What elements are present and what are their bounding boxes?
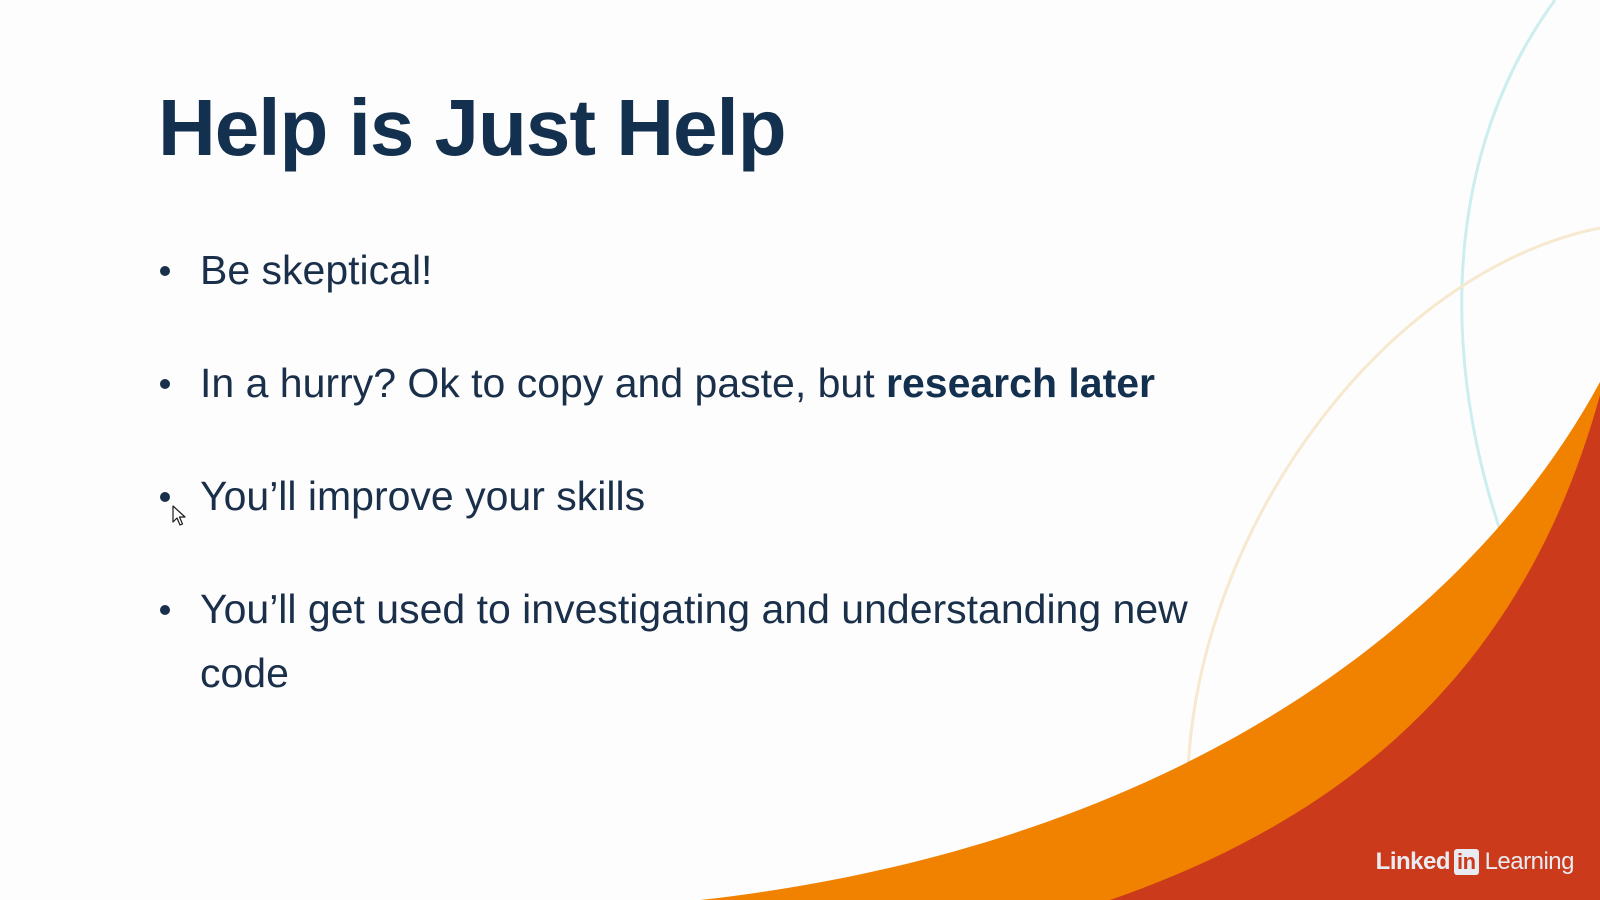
slide-title: Help is Just Help <box>158 83 787 172</box>
bullet-dot <box>160 492 170 502</box>
bullet-text-plain: In a hurry? Ok to copy and paste, but <box>200 360 887 406</box>
bullet-item: You’ll get used to investigating and und… <box>158 577 1198 705</box>
teal-arc <box>1460 0 1557 531</box>
bullet-text-plain: You’ll improve your skills <box>200 473 646 519</box>
bullet-item: Be skeptical! <box>158 238 1198 302</box>
logo-in-badge: in <box>1454 849 1479 875</box>
bullet-text-plain: You’ll get used to investigating and und… <box>200 586 1188 696</box>
bullet-text-plain: Be skeptical! <box>200 247 433 293</box>
red-swoosh <box>1110 395 1600 900</box>
bullet-text: You’ll get used to investigating and und… <box>200 586 1188 696</box>
bullet-list: Be skeptical! In a hurry? Ok to copy and… <box>158 238 1198 754</box>
bullet-item: You’ll improve your skills <box>158 464 1198 528</box>
bullet-item: In a hurry? Ok to copy and paste, but re… <box>158 351 1198 415</box>
bullet-text: You’ll improve your skills <box>200 473 645 519</box>
logo-linked-text: Linked <box>1375 848 1451 875</box>
bullet-text: In a hurry? Ok to copy and paste, but re… <box>200 360 1155 406</box>
bullet-text: Be skeptical! <box>200 247 432 293</box>
linkedin-learning-logo: Linked in Learning <box>1375 848 1575 876</box>
bullet-dot <box>160 605 170 615</box>
mouse-pointer-icon <box>172 505 186 526</box>
cream-arc <box>1186 226 1600 771</box>
logo-learning-text: Learning <box>1484 848 1575 875</box>
bullet-dot <box>160 379 170 389</box>
bullet-dot <box>160 266 170 276</box>
bullet-text-emphasis: research later <box>886 360 1155 406</box>
